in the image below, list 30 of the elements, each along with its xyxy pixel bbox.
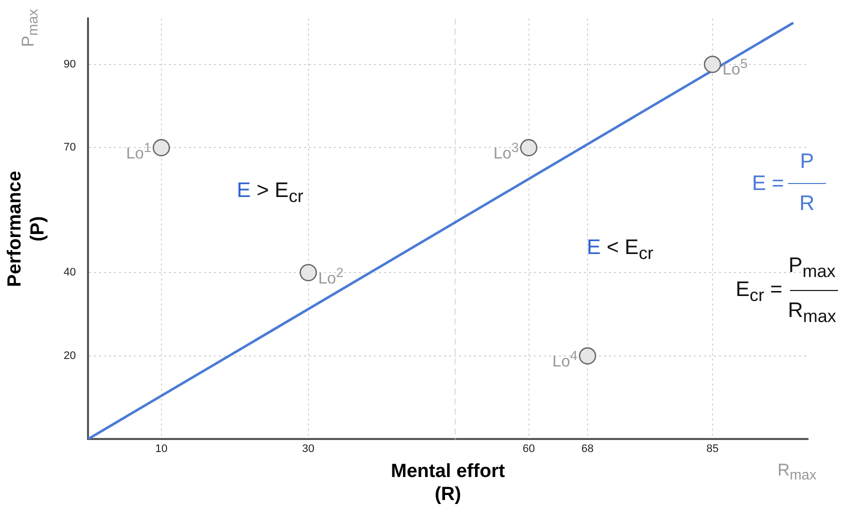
text: R$_{max}$ [777, 460, 817, 484]
x-tick-label: 10 [155, 442, 168, 455]
y-tick-label: 20 [64, 350, 76, 362]
x-tick-label: 60 [522, 442, 535, 455]
annotation: P [800, 150, 814, 174]
annotation: Lo$^{5}$ [722, 55, 748, 81]
point [152, 139, 170, 156]
y-tick-label: 70 [64, 142, 76, 154]
x-tick-label: 30 [302, 442, 314, 455]
x-axis-title: Mental effort (R) [390, 461, 506, 505]
x-tick-label: 85 [706, 442, 719, 455]
annotation: Lo$^{1}$ [126, 138, 152, 164]
annotation: Lo$^{4}$ [552, 346, 578, 372]
y-axis-title: Performance (P) [4, 170, 48, 287]
annotation: E = [752, 172, 784, 196]
x-tick-label: 68 [581, 442, 594, 455]
annotation: E$_{cr}$ = [736, 278, 782, 306]
point [300, 264, 317, 282]
annotation: E < E$_{cr}$ [586, 236, 654, 264]
point [578, 347, 596, 365]
y-tick-label: 40 [64, 266, 76, 279]
annotation: R$_{max}$ [788, 298, 836, 328]
y-tick-label: 90 [64, 58, 76, 70]
annotation: R [799, 192, 815, 216]
annotation: E > E$_{cr}$ [236, 178, 304, 206]
annotation: Lo$^{3}$ [494, 138, 519, 164]
annotation: P$_{max}$ [788, 254, 836, 282]
annotation: Lo$^{2}$ [318, 264, 344, 289]
point [704, 56, 722, 74]
point [520, 139, 538, 156]
